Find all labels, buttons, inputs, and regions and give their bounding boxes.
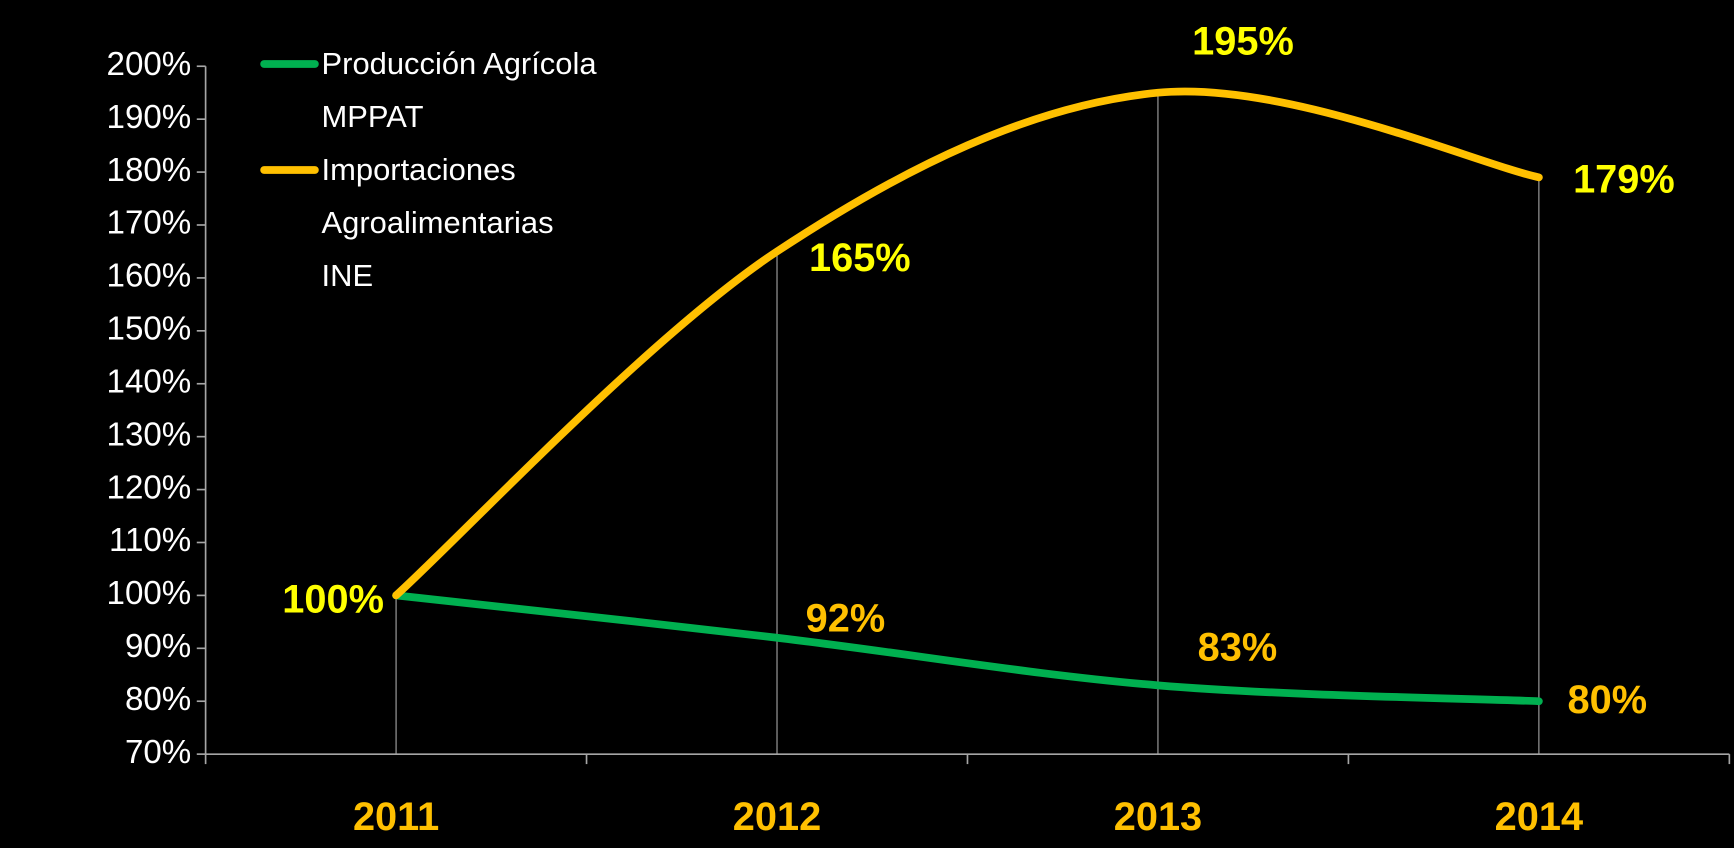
y-tick-label: 180% (107, 152, 192, 189)
data-label: 165% (809, 236, 911, 280)
data-label: 80% (1568, 678, 1648, 722)
y-tick-label: 190% (107, 99, 192, 136)
y-tick-label: 70% (125, 734, 191, 771)
legend-item: Importaciones Agroalimentarias INE (321, 152, 554, 293)
series-line (392, 591, 1543, 706)
y-tick-label: 150% (107, 311, 192, 348)
x-tick-label: 2011 (353, 795, 439, 839)
y-tick-label: 130% (107, 416, 192, 453)
y-tick-label: 200% (107, 46, 192, 83)
x-tick-label: 2013 (1114, 795, 1202, 839)
data-label: 100% (282, 578, 384, 622)
data-label: 92% (806, 597, 886, 641)
y-tick-label: 170% (107, 205, 192, 242)
x-tick-label: 2014 (1495, 795, 1583, 839)
legend-item: Producción Agrícola MPPAT (321, 46, 597, 134)
y-tick-label: 140% (107, 363, 192, 400)
y-tick-label: 110% (109, 522, 191, 559)
y-tick-label: 160% (107, 258, 192, 295)
data-label: 83% (1198, 626, 1278, 670)
y-tick-label: 100% (107, 575, 192, 612)
y-tick-label: 80% (125, 681, 191, 718)
data-label: 195% (1192, 20, 1294, 64)
data-label: 179% (1573, 157, 1675, 201)
y-tick-label: 90% (125, 628, 191, 665)
y-tick-label: 120% (107, 469, 192, 506)
legend-label: Importaciones Agroalimentarias INE (321, 152, 554, 293)
legend-label: Producción Agrícola MPPAT (321, 46, 597, 134)
x-tick-label: 2012 (733, 795, 821, 839)
series-line (392, 87, 1543, 600)
